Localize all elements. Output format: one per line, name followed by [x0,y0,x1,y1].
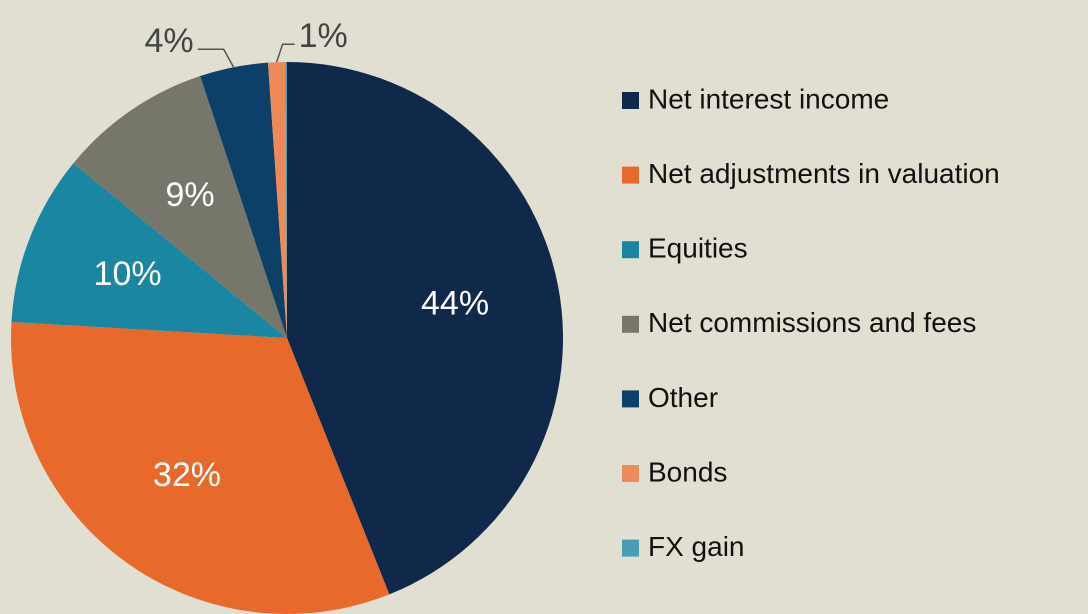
pie-slice [267,62,287,339]
pie-slice [287,62,563,595]
slice-label: 32% [153,456,221,494]
legend-swatch [622,465,639,482]
leader-line [197,48,235,68]
slice-label: 44% [421,285,489,323]
legend-label: Net interest income [648,83,889,114]
legend-label: Equities [648,233,748,264]
pie-slice [11,321,390,614]
legend-swatch [622,539,639,557]
slice-label: 9% [165,176,214,214]
pie-slice [73,76,288,339]
legend-swatch [622,315,639,333]
legend-label: Other [648,382,718,413]
legend-label: Bonds [648,456,727,487]
legend-swatch [622,92,639,109]
legend-swatch [622,166,639,184]
pie-slice [11,163,287,338]
slice-label: 1% [299,17,348,55]
legend-label: FX gain [648,531,745,562]
pie-slice [200,62,287,339]
slice-label: 4% [144,22,193,60]
legend-label: Net commissions and fees [648,307,976,338]
leader-line [275,43,295,63]
pie-slice [285,62,287,338]
legend-label: Net adjustments in valuation [648,158,1000,189]
slice-label: 10% [94,255,162,293]
legend-swatch [622,390,639,408]
legend-swatch [622,241,639,259]
